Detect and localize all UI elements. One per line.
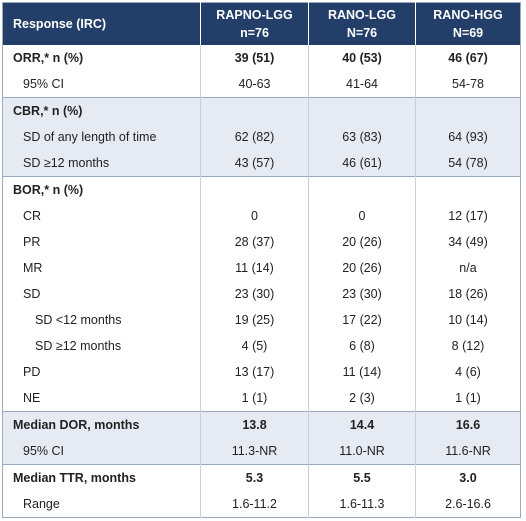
row-label: Range bbox=[23, 496, 60, 511]
cell: 20 (26) bbox=[308, 254, 416, 281]
section-label: BOR,* n (%) bbox=[2, 175, 201, 203]
cell: 16.6 bbox=[415, 410, 521, 438]
row-label: NE bbox=[23, 390, 41, 405]
table-row: Median DOR, months 13.8 14.4 16.6 bbox=[2, 410, 521, 438]
cell: 40 (53) bbox=[308, 45, 416, 71]
cell: 11 (14) bbox=[200, 254, 309, 281]
header-col-n: N=76 bbox=[346, 26, 378, 40]
header-row: Response (IRC) RAPNO-LGG n=76 RANO-LGG N… bbox=[2, 2, 521, 45]
table-row: 95% CI 40-63 41-64 54-78 bbox=[3, 70, 521, 98]
section-label: CBR,* n (%) bbox=[2, 96, 201, 124]
cell: 10 (14) bbox=[415, 306, 521, 333]
header-col-n: N=69 bbox=[452, 26, 484, 40]
cell: 62 (82) bbox=[200, 124, 309, 150]
cell: 4 (6) bbox=[415, 358, 521, 385]
row-label: SD of any length of time bbox=[2, 124, 201, 150]
cell: 54-78 bbox=[415, 70, 521, 98]
cell: 28 (37) bbox=[200, 228, 309, 255]
cell: 2.6-16.6 bbox=[415, 490, 521, 518]
cell: 19 (25) bbox=[200, 306, 309, 333]
row-label: SD ≥12 months bbox=[35, 338, 122, 353]
row-label: ORR,* n (%) bbox=[13, 50, 84, 65]
cell: 11 (14) bbox=[308, 358, 416, 385]
table-row: SD ≥12 months 43 (57) 46 (61) 54 (78) bbox=[2, 149, 521, 177]
cell: 0 bbox=[200, 203, 309, 229]
table-row: Range 1.6-11.2 1.6-11.3 2.6-16.6 bbox=[3, 490, 521, 518]
header-rano-hgg: RANO-HGG N=69 bbox=[415, 2, 521, 45]
table-row: NE 1 (1) 2 (3) 1 (1) bbox=[3, 384, 521, 412]
cell: 46 (61) bbox=[308, 149, 416, 177]
cell: 13.8 bbox=[200, 410, 309, 438]
cell: 43 (57) bbox=[200, 149, 309, 177]
cell: 6 (8) bbox=[308, 332, 416, 359]
table-row: PD 13 (17) 11 (14) 4 (6) bbox=[3, 358, 521, 385]
cell: 54 (78) bbox=[415, 149, 521, 177]
row-label: Median TTR, months bbox=[2, 463, 201, 491]
row-label: MR bbox=[23, 260, 43, 275]
table-row: ORR,* n (%) 39 (51) 40 (53) 46 (67) bbox=[3, 45, 521, 71]
row-label: CR bbox=[23, 208, 42, 223]
response-table: Response (IRC) RAPNO-LGG n=76 RANO-LGG N… bbox=[2, 2, 521, 518]
cell: 11.3-NR bbox=[200, 437, 309, 465]
cell: 1.6-11.3 bbox=[308, 490, 416, 518]
cell: 8 (12) bbox=[415, 332, 521, 359]
cell: 1 (1) bbox=[200, 384, 309, 412]
header-col-n: n=76 bbox=[240, 26, 269, 40]
row-label: 95% CI bbox=[2, 437, 201, 465]
cell: 63 (83) bbox=[308, 124, 416, 150]
row-label: SD bbox=[23, 286, 41, 301]
header-rapno-lgg: RAPNO-LGG n=76 bbox=[200, 2, 309, 45]
row-label: PD bbox=[23, 364, 41, 379]
header-rano-lgg: RANO-LGG N=76 bbox=[308, 2, 416, 45]
cell: 3.0 bbox=[415, 463, 521, 491]
cell: 41-64 bbox=[308, 70, 416, 98]
cell: 23 (30) bbox=[200, 280, 309, 307]
header-col-name: RANO-LGG bbox=[327, 8, 397, 22]
cell: 17 (22) bbox=[308, 306, 416, 333]
cell: 64 (93) bbox=[415, 124, 521, 150]
cell: 11.0-NR bbox=[308, 437, 416, 465]
row-label: Median DOR, months bbox=[2, 410, 201, 438]
table-row: SD <12 months 19 (25) 17 (22) 10 (14) bbox=[3, 306, 521, 333]
table-row: PR 28 (37) 20 (26) 34 (49) bbox=[3, 228, 521, 255]
cell: 39 (51) bbox=[200, 45, 309, 71]
cell: 12 (17) bbox=[415, 203, 521, 229]
row-label: PR bbox=[23, 234, 41, 249]
cell: 4 (5) bbox=[200, 332, 309, 359]
header-response: Response (IRC) bbox=[2, 2, 201, 45]
table-row: BOR,* n (%) bbox=[2, 175, 521, 203]
row-label: 95% CI bbox=[23, 76, 64, 91]
table-row: SD of any length of time 62 (82) 63 (83)… bbox=[2, 124, 521, 150]
cell: 14.4 bbox=[308, 410, 416, 438]
cell: 34 (49) bbox=[415, 228, 521, 255]
cell: 40-63 bbox=[200, 70, 309, 98]
cell: 0 bbox=[308, 203, 416, 229]
cell: 5.3 bbox=[200, 463, 309, 491]
table-row: MR 11 (14) 20 (26) n/a bbox=[3, 254, 521, 281]
cell: n/a bbox=[415, 254, 521, 281]
header-col-name: RAPNO-LGG bbox=[216, 8, 293, 22]
table-row: SD ≥12 months 4 (5) 6 (8) 8 (12) bbox=[3, 332, 521, 359]
table-row: SD 23 (30) 23 (30) 18 (26) bbox=[3, 280, 521, 307]
table-row: CBR,* n (%) bbox=[2, 96, 521, 124]
cell: 20 (26) bbox=[308, 228, 416, 255]
cell: 1 (1) bbox=[415, 384, 521, 412]
cell: 23 (30) bbox=[308, 280, 416, 307]
cell: 11.6-NR bbox=[415, 437, 521, 465]
row-label: SD ≥12 months bbox=[2, 149, 201, 177]
cell: 13 (17) bbox=[200, 358, 309, 385]
header-col-name: RANO-HGG bbox=[433, 8, 503, 22]
table-row: 95% CI 11.3-NR 11.0-NR 11.6-NR bbox=[2, 437, 521, 465]
table-row: Median TTR, months 5.3 5.5 3.0 bbox=[2, 463, 521, 491]
cell: 46 (67) bbox=[415, 45, 521, 71]
table-row: CR 0 0 12 (17) bbox=[3, 203, 521, 229]
cell: 18 (26) bbox=[415, 280, 521, 307]
row-label: SD <12 months bbox=[35, 312, 122, 327]
cell: 1.6-11.2 bbox=[200, 490, 309, 518]
cell: 2 (3) bbox=[308, 384, 416, 412]
cell: 5.5 bbox=[308, 463, 416, 491]
